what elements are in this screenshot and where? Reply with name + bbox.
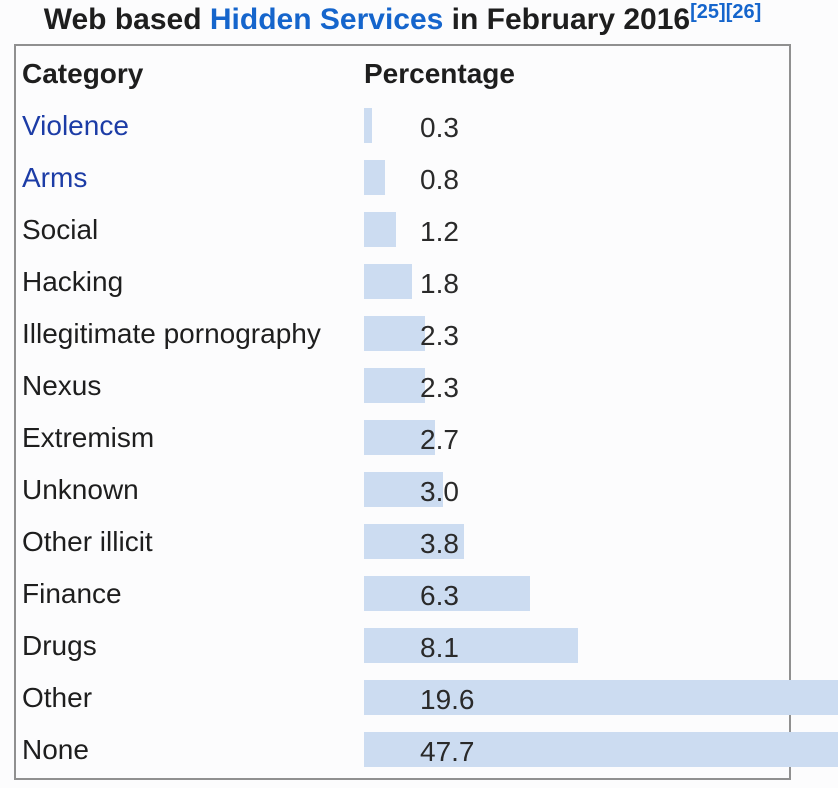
category-label: Unknown [22, 474, 139, 505]
percentage-bar [364, 576, 530, 611]
table-row: Extremism 2.7 [16, 412, 789, 464]
hidden-services-table: Category Percentage Violence 0.3 Arms 0.8 So… [14, 44, 838, 780]
table-row: Other illicit 3.8 [16, 516, 789, 568]
title-text-prefix: Web based [43, 3, 210, 36]
table-row: Arms 0.8 [16, 152, 789, 204]
percentage-bar [364, 108, 372, 143]
percentage-bar [364, 524, 464, 559]
title-text-suffix: in February 2016 [443, 3, 691, 36]
percentage-bar [364, 628, 578, 663]
table-row: Social 1.2 [16, 204, 789, 256]
category-label: Social [22, 214, 99, 245]
percentage-value: 19.6 [420, 684, 475, 715]
category-label[interactable]: Arms [22, 162, 88, 193]
category-label: Drugs [22, 630, 97, 661]
percentage-value: 0.8 [420, 164, 459, 195]
chart-title: Web based Hidden Services in February 20… [0, 1, 805, 37]
percentage-value: 2.3 [420, 320, 459, 351]
category-label: Extremism [22, 422, 155, 453]
category-label: Illegitimate pornography [22, 318, 321, 349]
table-rows: Violence 0.3 Arms 0.8 Social 1.2 Hacking 1.8 Ill… [16, 100, 838, 776]
category-label: Nexus [22, 370, 102, 401]
percentage-bar [364, 472, 443, 507]
title-references: [25][26] [690, 1, 761, 23]
table-row: Other 19.6 [16, 672, 838, 724]
table-row: Nexus 2.3 [16, 360, 789, 412]
table-row: Unknown 3.0 [16, 464, 789, 516]
percentage-bar [364, 368, 425, 403]
percentage-value: 0.3 [420, 112, 459, 143]
percentage-value: 3.0 [420, 476, 459, 507]
category-label: Other [22, 682, 93, 713]
category-label: Finance [22, 578, 122, 609]
percentage-value: 2.7 [420, 424, 459, 455]
category-label: Other illicit [22, 526, 153, 557]
percentage-bar [364, 212, 396, 247]
reference-26-link[interactable]: [26] [725, 1, 762, 23]
category-label: Hacking [22, 266, 124, 297]
table-header-row: Category Percentage [16, 46, 789, 100]
category-label[interactable]: Violence [22, 110, 129, 141]
percentage-value: 6.3 [420, 580, 459, 611]
percentage-bar [364, 680, 838, 715]
percentage-value: 1.8 [420, 268, 459, 299]
percentage-bar [364, 420, 435, 455]
percentage-value: 47.7 [420, 736, 475, 767]
percentage-value: 1.2 [420, 216, 459, 247]
percentage-value: 8.1 [420, 632, 459, 663]
hidden-services-link[interactable]: Hidden Services [209, 3, 444, 36]
table-row: Finance 6.3 [16, 568, 789, 620]
category-label: None [22, 734, 89, 765]
percentage-bar [364, 732, 838, 767]
percentage-column-header: Percentage [364, 58, 515, 89]
reference-25-link[interactable]: [25] [690, 1, 726, 23]
table-row: None 47.7 [16, 724, 838, 776]
table-row: Violence 0.3 [16, 100, 789, 152]
table-row: Hacking 1.8 [16, 256, 789, 308]
percentage-bar [364, 316, 425, 351]
percentage-bar [364, 160, 385, 195]
table-row: Illegitimate pornography 2.3 [16, 308, 789, 360]
percentage-value: 2.3 [420, 372, 459, 403]
table-row: Drugs 8.1 [16, 620, 789, 672]
percentage-bar [364, 264, 412, 299]
percentage-value: 3.8 [420, 528, 459, 559]
category-column-header: Category [22, 58, 144, 89]
